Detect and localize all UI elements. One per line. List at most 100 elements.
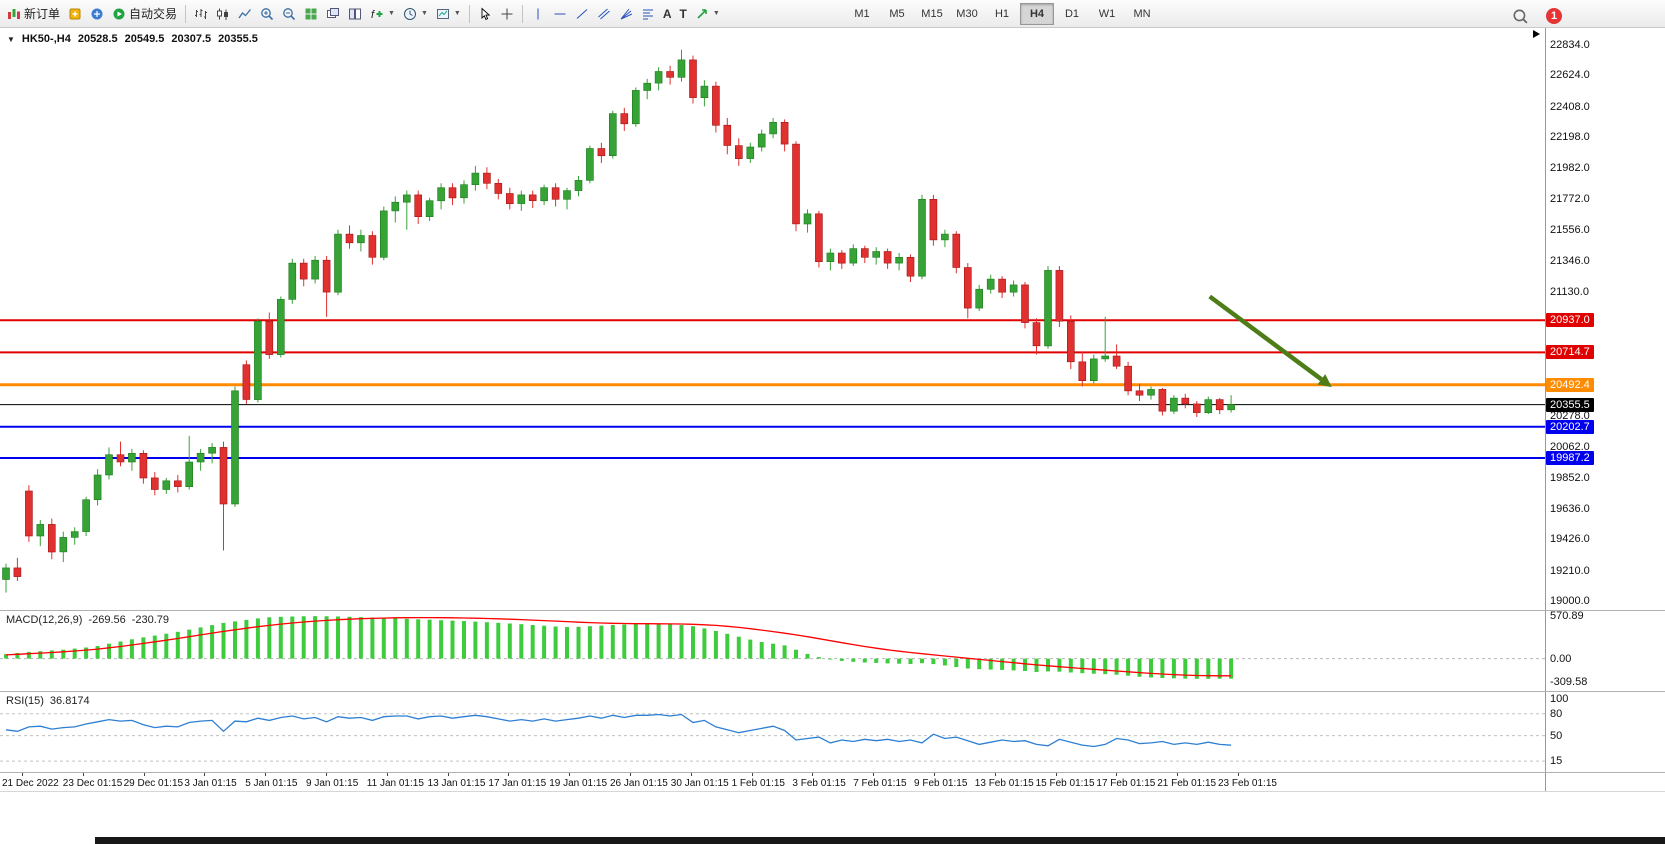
autotrading-button[interactable]: 自动交易 bbox=[108, 3, 181, 25]
add-indicator-button[interactable]: f ▼ bbox=[366, 3, 399, 25]
tile-vertical-button[interactable] bbox=[344, 3, 366, 25]
candlestick-chart[interactable] bbox=[0, 28, 1545, 610]
rsi-value: 36.8174 bbox=[49, 695, 90, 707]
pitchfork-tool-button[interactable] bbox=[615, 3, 637, 25]
fibonacci-tool-button[interactable] bbox=[637, 3, 659, 25]
crosshair-button[interactable] bbox=[496, 3, 518, 25]
cascade-windows-button[interactable] bbox=[322, 3, 344, 25]
panel-separator[interactable] bbox=[0, 772, 1665, 773]
chart-header: ▼ HK50-,H4 20528.5 20549.5 20307.5 20355… bbox=[7, 33, 258, 45]
timeframe-w1-button[interactable]: W1 bbox=[1098, 8, 1116, 20]
timeframe-mn-button[interactable]: MN bbox=[1133, 8, 1151, 20]
timeframe-d1-button[interactable]: D1 bbox=[1064, 8, 1080, 20]
time-axis-label: 7 Feb 01:15 bbox=[853, 778, 907, 789]
macd-panel[interactable] bbox=[0, 611, 1545, 691]
time-axis-label: 29 Dec 01:15 bbox=[123, 778, 184, 789]
zoom-in-button[interactable] bbox=[256, 3, 278, 25]
time-axis-label: 11 Jan 01:15 bbox=[366, 778, 424, 789]
time-axis-label: 1 Feb 01:15 bbox=[731, 778, 785, 789]
time-axis-label: 3 Jan 01:15 bbox=[184, 778, 237, 789]
panel-separator[interactable] bbox=[0, 610, 1665, 611]
zoom-out-icon bbox=[283, 7, 296, 20]
trendline-tool-button[interactable] bbox=[571, 3, 593, 25]
horizontal-line-icon bbox=[554, 13, 566, 14]
search-button[interactable] bbox=[1508, 5, 1532, 27]
quotes-icon bbox=[69, 8, 81, 19]
time-axis-label: 13 Feb 01:15 bbox=[974, 778, 1034, 789]
cursor-icon bbox=[481, 6, 491, 20]
timeframe-h4-button[interactable]: H4 bbox=[1020, 3, 1054, 25]
macd-indicator-label: MACD(12,26,9) -269.56 -230.79 bbox=[6, 614, 169, 626]
toolbar-right-group: 1 bbox=[1508, 5, 1562, 27]
panel-separator[interactable] bbox=[0, 691, 1665, 692]
time-axis-label: 15 Feb 01:15 bbox=[1035, 778, 1095, 789]
time-axis-tick bbox=[1055, 773, 1057, 776]
rsi-axis-label: 80 bbox=[1550, 707, 1563, 720]
price-axis-label: 21556.0 bbox=[1550, 224, 1590, 237]
horizontal-line-tool-button[interactable] bbox=[549, 3, 571, 25]
templates-button[interactable]: ▼ bbox=[432, 3, 465, 25]
ohlc-low-value: 20307.5 bbox=[171, 33, 212, 45]
notification-badge[interactable]: 1 bbox=[1546, 8, 1562, 24]
text-icon: A bbox=[662, 6, 672, 21]
time-axis-label: 5 Jan 01:15 bbox=[245, 778, 298, 789]
autotrading-icon bbox=[113, 8, 125, 19]
periods-button[interactable]: ▼ bbox=[399, 3, 432, 25]
price-axis-label: 20278.0 bbox=[1550, 409, 1590, 422]
price-axis-label: 19000.0 bbox=[1550, 595, 1590, 608]
ohlc-open-value: 20528.5 bbox=[77, 33, 118, 45]
crosshair-icon bbox=[501, 8, 513, 19]
price-axis-label: 21130.0 bbox=[1550, 286, 1589, 299]
time-axis-tick bbox=[204, 773, 206, 776]
symbol-collapse-icon[interactable]: ▼ bbox=[7, 34, 15, 44]
price-axis-label: 22624.0 bbox=[1550, 69, 1590, 82]
timeframe-m5-button[interactable]: M5 bbox=[889, 8, 905, 20]
toolbar-separator bbox=[185, 4, 187, 23]
time-axis-tick bbox=[690, 773, 692, 776]
axis-border bbox=[1545, 28, 1546, 791]
timeframe-m30-button[interactable]: M30 bbox=[956, 8, 978, 20]
svg-text:f: f bbox=[371, 9, 375, 21]
price-axis-label: 19210.0 bbox=[1550, 564, 1590, 577]
bar-chart-button[interactable] bbox=[190, 3, 212, 25]
time-axis-border bbox=[0, 791, 1665, 792]
tile-windows-button[interactable] bbox=[300, 3, 322, 25]
shapes-arrow-icon bbox=[697, 8, 707, 19]
text-tool-button[interactable]: A bbox=[659, 3, 676, 25]
time-axis-tick bbox=[630, 773, 631, 776]
line-chart-button[interactable] bbox=[234, 3, 256, 25]
time-axis-label: 17 Jan 01:15 bbox=[488, 778, 547, 789]
new-order-button[interactable]: 新订单 bbox=[3, 3, 64, 25]
label-tool-button[interactable]: T bbox=[676, 3, 691, 25]
timeframe-m1-button[interactable]: M1 bbox=[854, 8, 870, 20]
price-axis-label: 22198.0 bbox=[1550, 131, 1590, 144]
candles-layer bbox=[2, 49, 1235, 593]
time-axis[interactable]: 21 Dec 2022 23 Dec 01:15 29 Dec 01:15 3 Jan… bbox=[0, 773, 1545, 792]
toolbar: 新订单 自动交易 f ▼ ▼ ▼ bbox=[0, 0, 1665, 28]
time-axis-label: 26 Jan 01:15 bbox=[610, 778, 668, 789]
price-axis-label: 22408.0 bbox=[1550, 100, 1590, 113]
candlestick-chart-button[interactable] bbox=[212, 3, 234, 25]
timeframe-m15-button[interactable]: M15 bbox=[921, 8, 943, 20]
timeframe-h1-button[interactable]: H1 bbox=[994, 8, 1010, 20]
time-axis-tick bbox=[934, 773, 935, 776]
chart-shift-marker-icon[interactable] bbox=[1533, 30, 1540, 38]
add-indicator-icon: f bbox=[371, 9, 383, 21]
ohlc-close-value: 20355.5 bbox=[218, 33, 258, 45]
shapes-tool-button[interactable]: ▼ bbox=[691, 3, 724, 25]
time-axis-tick bbox=[873, 773, 875, 776]
timeframe-clock-icon bbox=[403, 7, 416, 20]
macd-histogram bbox=[4, 616, 1234, 679]
time-axis-tick bbox=[326, 773, 327, 776]
vertical-line-tool-button[interactable] bbox=[527, 3, 549, 25]
quotes-button[interactable] bbox=[64, 3, 86, 25]
channel-tool-button[interactable] bbox=[593, 3, 615, 25]
data-window-button[interactable] bbox=[86, 3, 108, 25]
cursor-button[interactable] bbox=[474, 3, 496, 25]
rsi-panel[interactable] bbox=[0, 692, 1545, 772]
time-axis-tick bbox=[569, 773, 571, 776]
price-axis[interactable]: 22834.0 22624.0 22408.0 22198.0 21982.0 21772… bbox=[1546, 0, 1665, 800]
zoom-out-button[interactable] bbox=[278, 3, 300, 25]
price-line-badge: 20202.7 bbox=[1546, 419, 1594, 434]
time-axis-label: 23 Feb 01:15 bbox=[1218, 778, 1277, 789]
